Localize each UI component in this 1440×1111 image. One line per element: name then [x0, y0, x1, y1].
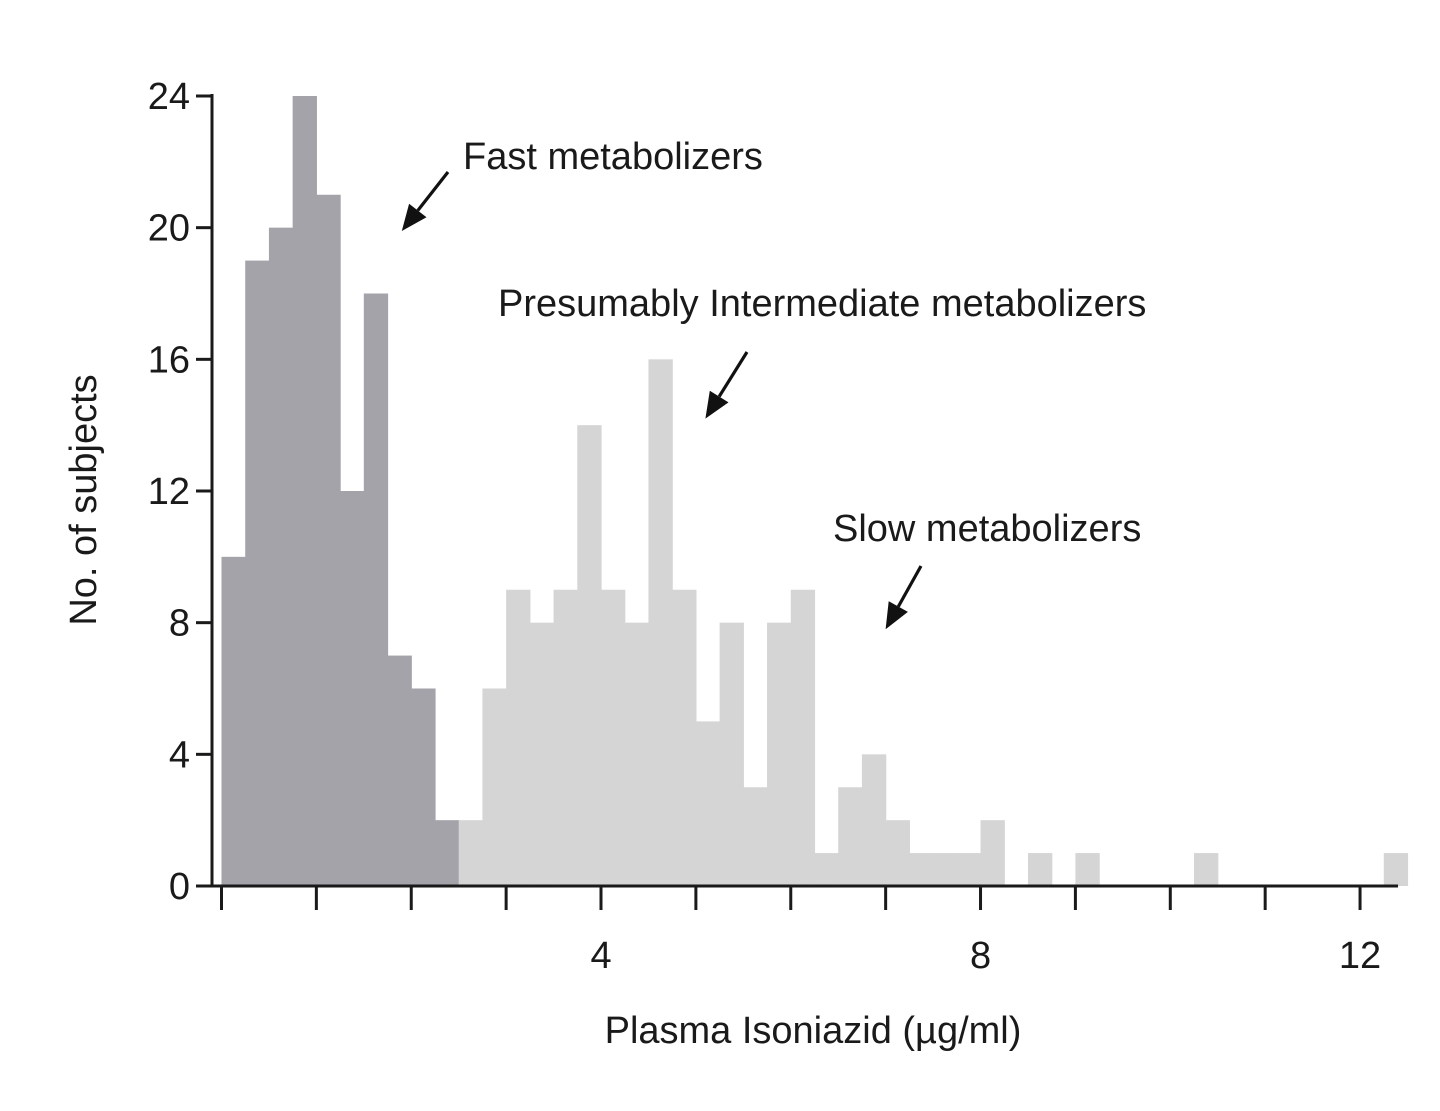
- y-tick-label-0: 0: [169, 866, 190, 908]
- bar-intermediate-17: [861, 754, 887, 886]
- bar-fast-6: [363, 293, 389, 886]
- bar-intermediate-16: [838, 787, 863, 886]
- arrow-line-1: [717, 351, 749, 398]
- bar-intermediate-14: [790, 589, 816, 886]
- bar-intermediate-1: [482, 688, 507, 886]
- bar-fast-0: [221, 556, 246, 886]
- bar-intermediate-21: [956, 853, 982, 886]
- y-tick-label-16: 16: [148, 339, 190, 381]
- bar-intermediate-22: [980, 820, 1005, 886]
- bar-intermediate-10: [695, 721, 721, 886]
- bar-intermediate-15: [814, 853, 839, 886]
- arrow-line-0: [416, 171, 450, 212]
- bar-intermediate-9: [672, 589, 697, 886]
- arrow-head-0: [401, 203, 427, 231]
- x-tick-label-8: 8: [970, 935, 991, 977]
- bar-fast-1: [245, 260, 270, 887]
- bar-fast-7: [387, 655, 412, 886]
- bar-intermediate-7: [624, 622, 650, 886]
- arrow-head-2: [885, 601, 908, 630]
- ticks-layer: 0 4 8 12 16 20 24 4 8 12: [148, 76, 1381, 977]
- y-tick-label-4: 4: [169, 734, 190, 776]
- bar-intermediate-3: [529, 622, 555, 886]
- annotation-intermediate-metabolizers: Presumably Intermediate metabolizers: [498, 283, 1146, 325]
- y-tick-label-24: 24: [148, 76, 190, 118]
- bars-layer: [221, 96, 1409, 887]
- bar-intermediate-5: [577, 425, 602, 886]
- bar-intermediate-6: [601, 589, 626, 886]
- bar-fast-5: [340, 491, 365, 886]
- y-tick-label-12: 12: [148, 471, 190, 513]
- bar-intermediate-23: [1027, 853, 1053, 886]
- bar-intermediate-0: [458, 820, 484, 886]
- bar-intermediate-4: [553, 589, 578, 886]
- bar-intermediate-24: [1075, 853, 1100, 886]
- x-axis-label: Plasma Isoniazid (µg/ml): [605, 1010, 1022, 1052]
- bar-intermediate-25: [1194, 853, 1219, 886]
- annotations-layer: Fast metabolizers Presumably Intermediat…: [463, 136, 1146, 550]
- x-tick-label-4: 4: [590, 935, 611, 977]
- bar-intermediate-18: [885, 820, 910, 886]
- bar-fast-3: [292, 96, 317, 886]
- bar-fast-2: [268, 227, 294, 887]
- y-tick-label-8: 8: [169, 603, 190, 645]
- bar-intermediate-11: [719, 622, 744, 886]
- bar-intermediate-20: [933, 853, 958, 886]
- bar-fast-4: [316, 194, 341, 886]
- y-tick-label-20: 20: [148, 208, 190, 250]
- y-axis-label: No. of subjects: [63, 374, 105, 625]
- bar-intermediate-8: [648, 359, 673, 887]
- arrow-head-1: [705, 390, 729, 419]
- arrows-layer: [401, 171, 923, 630]
- bar-fast-9: [434, 820, 460, 886]
- bar-intermediate-26: [1383, 853, 1409, 886]
- bar-intermediate-19: [909, 853, 934, 886]
- bar-intermediate-13: [767, 622, 792, 886]
- x-tick-label-12: 12: [1339, 935, 1381, 977]
- bar-intermediate-2: [506, 589, 531, 886]
- annotation-slow-metabolizers: Slow metabolizers: [833, 508, 1141, 550]
- annotation-fast-metabolizers: Fast metabolizers: [463, 136, 763, 178]
- bar-fast-8: [411, 688, 436, 886]
- arrow-line-2: [896, 565, 923, 608]
- bar-intermediate-12: [743, 787, 768, 886]
